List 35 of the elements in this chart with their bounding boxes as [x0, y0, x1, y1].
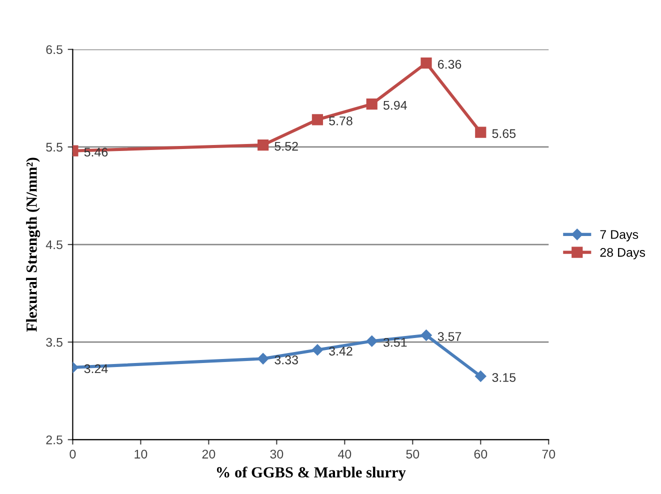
data-label: 3.15 [492, 373, 516, 382]
y-tick-label: 4.5 [46, 240, 62, 250]
data-label: 3.42 [329, 346, 352, 356]
y-tick-label: 3.5 [46, 338, 62, 347]
x-tick-label: 40 [338, 450, 352, 459]
point [312, 344, 324, 356]
data-label: 3.33 [274, 356, 298, 364]
point [366, 336, 378, 347]
y-tick-label: 5.5 [46, 142, 62, 152]
point [258, 139, 269, 151]
data-label: 6.36 [438, 60, 462, 69]
data-label: 5.94 [383, 100, 407, 110]
data-label: 5.65 [492, 129, 516, 138]
point [475, 370, 486, 382]
x-axis-title: % of GGBS & Marble slurry [216, 466, 406, 481]
x-tick-label: 10 [134, 450, 148, 459]
point [420, 58, 432, 69]
point [366, 98, 378, 110]
y-tick-label: 2.5 [46, 435, 62, 444]
point [257, 353, 269, 364]
legend-label: 7 Days [600, 230, 638, 242]
x-tick-label: 70 [542, 450, 556, 459]
x-tick-label: 0 [70, 450, 76, 459]
data-label: 5.78 [329, 116, 352, 126]
legend-label: 28 Days [600, 248, 646, 260]
x-tick-label: 50 [406, 450, 420, 459]
point [312, 114, 324, 126]
point [475, 126, 486, 138]
x-tick-label: 30 [270, 450, 284, 459]
point [420, 330, 432, 341]
x-tick-label: 60 [474, 450, 488, 459]
data-label: 3.57 [438, 332, 462, 341]
y-tick-label: 6.5 [46, 45, 62, 54]
x-tick-label: 20 [202, 450, 216, 459]
y-axis-title: Flexural Strength (N/mm²) [26, 158, 40, 332]
